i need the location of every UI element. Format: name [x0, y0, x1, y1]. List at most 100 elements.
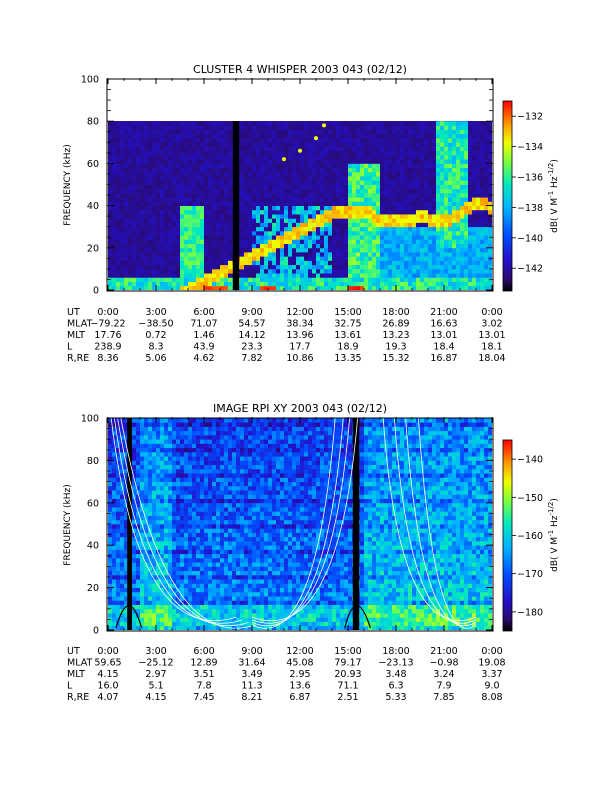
spectrogram-cell — [276, 125, 281, 131]
spectrogram-cell — [212, 180, 217, 185]
spectrogram-cell — [324, 150, 329, 156]
spectrogram-cell — [136, 583, 141, 588]
spectrogram-cell — [328, 214, 333, 219]
spectrogram-cell — [140, 163, 145, 169]
spectrogram-cell — [280, 260, 285, 266]
spectrogram-cell — [248, 264, 253, 270]
spectrogram-cell — [212, 239, 217, 244]
spectrogram-cell — [448, 268, 453, 274]
spectrogram-cell — [136, 197, 141, 202]
spectrogram-cell — [148, 133, 153, 139]
spectrogram-cell — [388, 256, 393, 261]
spectrogram-cell — [132, 159, 137, 164]
spectrogram-cell — [248, 285, 253, 290]
spectrogram-cell — [448, 256, 453, 261]
spectrogram-cell — [476, 243, 481, 249]
spectrogram-cell — [396, 171, 401, 177]
spectrogram-cell — [140, 150, 145, 156]
spectrogram-cell — [120, 625, 125, 630]
spectrogram-cell — [436, 239, 441, 244]
spectrogram-cell — [464, 142, 469, 147]
spectrogram-cell — [124, 562, 129, 567]
spectrogram-cell — [440, 180, 445, 185]
spectrogram-cell — [316, 239, 321, 244]
spectrogram-cell — [340, 129, 345, 135]
spectrogram-cell — [128, 154, 133, 160]
spectrogram-cell — [408, 214, 413, 219]
spectrogram-cell — [164, 260, 169, 266]
spectrogram-cell — [444, 252, 449, 257]
spectrogram-cell — [108, 176, 113, 181]
spectrogram-cell — [152, 239, 157, 244]
spectrogram-cell — [124, 260, 129, 266]
spectrogram-cell — [116, 129, 121, 135]
spectrogram-cell — [392, 167, 397, 173]
spectrogram-cell — [364, 163, 369, 169]
spectrogram-cell — [296, 273, 301, 278]
spectrogram-cell — [212, 159, 217, 164]
spectrogram-cell — [468, 201, 473, 206]
spectrogram-cell — [308, 171, 313, 177]
spectrogram-cell — [372, 252, 377, 257]
spectrogram-cell — [308, 180, 313, 185]
spectrogram-cell — [368, 192, 373, 198]
spectrogram-cell — [404, 142, 409, 147]
spectrogram-cell — [156, 473, 161, 478]
spectrogram-cell — [420, 201, 425, 206]
spectrogram-cell — [192, 129, 197, 135]
spectrogram-cell — [184, 260, 189, 266]
spectrogram-cell — [264, 226, 269, 232]
spectrogram-cell — [296, 125, 301, 131]
spectrogram-cell — [108, 163, 113, 169]
spectrogram-cell — [108, 146, 113, 152]
spectrogram-cell — [484, 129, 489, 135]
spectrogram-cell — [176, 201, 181, 206]
spectrogram-cell — [112, 159, 117, 164]
spectrogram-cell — [140, 596, 145, 601]
spectrogram-cell — [156, 566, 161, 572]
spectrogram-cell — [412, 268, 417, 274]
spectrogram-cell — [240, 197, 245, 202]
spectrogram-cell — [384, 285, 389, 290]
spectrogram-cell — [244, 150, 249, 156]
spectrogram-cell — [272, 138, 277, 143]
spectrogram-cell — [144, 281, 149, 287]
spectrogram-cell — [228, 188, 233, 194]
spectrogram-cell — [264, 133, 269, 139]
spectrogram-cell — [140, 434, 145, 440]
spectrogram-cell — [144, 163, 149, 169]
spectrogram-cell — [208, 163, 213, 169]
spectrogram-cell — [140, 511, 145, 516]
spectrogram-cell — [300, 171, 305, 177]
spectrogram-cell — [348, 167, 353, 173]
spectrogram-cell — [328, 142, 333, 147]
spectrogram-cell — [300, 222, 305, 228]
spectrogram-cell — [260, 138, 265, 143]
spectrogram-cell — [144, 176, 149, 181]
spectrogram-cell — [156, 209, 161, 215]
spectrogram-cell — [352, 281, 357, 287]
spectrogram-cell — [156, 268, 161, 274]
spectrogram-cell — [436, 285, 441, 290]
spectrogram-cell — [264, 201, 269, 206]
spectrogram-cell — [404, 171, 409, 177]
spectrogram-cell — [160, 456, 165, 461]
spectrogram-cell — [160, 468, 165, 474]
spectrogram-cell — [256, 247, 261, 253]
spectrogram-cell — [408, 235, 413, 240]
spectrogram-cell — [464, 273, 469, 278]
spectrogram-cell — [108, 273, 113, 278]
spectrogram-cell — [160, 524, 165, 529]
spectrogram-cell — [372, 247, 377, 253]
spectrogram-cell — [300, 180, 305, 185]
spectrogram-cell — [312, 133, 317, 139]
spectrogram-cell — [344, 129, 349, 135]
spectrogram-cell — [188, 197, 193, 202]
spectrogram-cell — [284, 163, 289, 169]
spectrogram-cell — [428, 268, 433, 274]
spectrogram-cell — [284, 159, 289, 164]
spectrogram-cell — [124, 485, 129, 491]
spectrogram-cell — [416, 252, 421, 257]
spectrogram-cell — [472, 214, 477, 219]
spectrogram-cell — [424, 125, 429, 131]
